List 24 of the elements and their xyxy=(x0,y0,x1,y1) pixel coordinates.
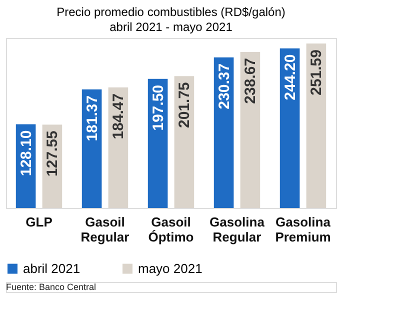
data-label: 251.59 xyxy=(308,50,326,96)
bar xyxy=(240,52,260,208)
source-note: Fuente: Banco Central xyxy=(6,282,96,292)
legend-label: abril 2021 xyxy=(23,260,80,276)
x-tick-label: GLP xyxy=(26,214,53,230)
data-label: 128.10 xyxy=(18,130,35,176)
chart-title: Precio promedio combustibles (RD$/galón) xyxy=(56,5,286,19)
data-label: 230.37 xyxy=(216,63,233,110)
data-label: 181.37 xyxy=(84,95,101,142)
data-label: 197.50 xyxy=(150,84,167,131)
bar xyxy=(306,44,326,208)
bar xyxy=(214,57,234,208)
chart-subtitle: abril 2021 - mayo 2021 xyxy=(110,20,233,34)
data-label: 238.67 xyxy=(242,58,260,104)
data-label: 201.75 xyxy=(176,82,194,128)
legend-label: mayo 2021 xyxy=(138,260,202,276)
bar xyxy=(280,48,300,208)
x-tick-label: Gasolina Premium xyxy=(275,214,332,244)
x-tick-label: Gasoil Regular xyxy=(80,214,130,244)
data-label: 127.55 xyxy=(44,130,62,176)
data-label: 184.47 xyxy=(110,93,128,140)
data-label: 244.20 xyxy=(282,54,299,100)
x-tick-label: Gasolina Regular xyxy=(210,214,266,244)
x-tick-label: Gasoil Óptimo xyxy=(148,214,194,244)
